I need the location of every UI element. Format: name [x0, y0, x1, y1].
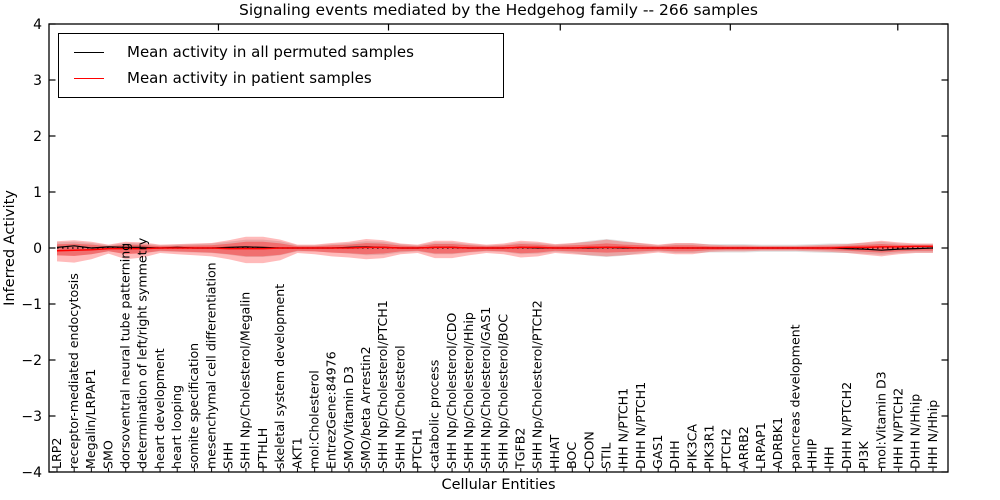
- legend: Mean activity in all permuted samples Me…: [58, 33, 504, 98]
- x-tick-label: pancreas development: [787, 324, 802, 469]
- x-tick-label: DHH: [667, 440, 682, 469]
- x-tick-label: SHH Np/Cholesterol/PTCH1: [375, 300, 390, 469]
- y-axis-label: Inferred Activity: [2, 190, 18, 306]
- x-tick-label: CDON: [581, 431, 596, 469]
- permuted-line-swatch: [74, 51, 104, 53]
- x-tick-label: SHH: [221, 442, 236, 469]
- x-tick-label: PTCH1: [410, 428, 425, 469]
- x-tick-label: DHH N/Hhip: [908, 394, 923, 469]
- patient-line-swatch: [74, 77, 104, 79]
- chart-title: Signaling events mediated by the Hedgeho…: [239, 1, 758, 19]
- x-tick-label: heart development: [152, 348, 167, 469]
- legend-label: Mean activity in all permuted samples: [127, 43, 414, 61]
- x-tick-label: SHH Np/Cholesterol/BOC: [495, 314, 510, 469]
- x-tick-label: AKT1: [289, 437, 304, 469]
- x-tick-label: SMO/Vitamin D3: [341, 366, 356, 469]
- x-tick-label: SHH Np/Cholesterol/Hhip: [461, 312, 476, 469]
- x-tick-label: LRP2: [49, 438, 64, 469]
- x-tick-label: PIK3CA: [684, 424, 699, 469]
- patient-std-band-core: [57, 241, 933, 257]
- y-tick-label: −2: [21, 353, 42, 369]
- x-tick-label: IHH: [822, 446, 837, 469]
- x-tick-label: somite specification: [186, 343, 201, 469]
- x-tick-label: dorsoventral neural tube patterning: [118, 243, 133, 469]
- x-tick-label: mesenchymal cell differentiation: [203, 262, 218, 469]
- x-tick-label: DHH N/PTCH2: [839, 382, 854, 469]
- x-tick-label: STIL: [598, 443, 613, 469]
- x-tick-label: determination of left/right symmetry: [135, 237, 150, 469]
- x-tick-label: IHH N/PTCH2: [890, 388, 905, 469]
- y-tick-label: −1: [21, 297, 42, 313]
- x-tick-label: PTHLH: [255, 428, 270, 469]
- x-tick-label: PI3K: [856, 441, 871, 469]
- x-tick-label: GAS1: [650, 435, 665, 469]
- y-tick-label: 4: [33, 17, 42, 33]
- y-tick-label: 2: [33, 129, 42, 145]
- x-tick-label: ADRBK1: [770, 417, 785, 469]
- x-tick-label: PTCH2: [719, 428, 734, 469]
- y-tick-label: 0: [33, 241, 42, 257]
- x-tick-label: TGFB2: [513, 428, 528, 470]
- x-tick-label: skeletal system development: [272, 284, 287, 469]
- patient-mean-line: [56, 245, 933, 252]
- patient-std-band: [57, 236, 933, 264]
- x-tick-label: SMO/beta Arrestin2: [358, 346, 373, 469]
- x-tick-label: SHH Np/Cholesterol: [392, 345, 407, 469]
- x-tick-label: DHH N/PTCH1: [633, 382, 648, 469]
- x-tick-label: ARRB2: [736, 426, 751, 469]
- x-tick-label: mol:Cholesterol: [306, 370, 321, 469]
- x-tick-label: Megalin/LRPAP1: [83, 369, 98, 469]
- x-tick-label: IHH N/PTCH1: [616, 388, 631, 469]
- legend-entry-permuted: Mean activity in all permuted samples: [59, 39, 503, 65]
- y-tick-label: −3: [21, 409, 42, 425]
- y-tick-label: 3: [33, 73, 42, 89]
- x-tick-label: HHIP: [805, 438, 820, 469]
- legend-label: Mean activity in patient samples: [127, 69, 372, 87]
- x-tick-label: SHH Np/Cholesterol/Megalin: [238, 292, 253, 469]
- x-tick-label: LRPAP1: [753, 422, 768, 469]
- x-tick-label: EntrezGene:84976: [324, 351, 339, 469]
- x-tick-label: HHAT: [547, 434, 562, 469]
- x-axis-label: Cellular Entities: [441, 477, 556, 493]
- x-tick-label: SMO: [100, 440, 115, 469]
- x-tick-label: SHH Np/Cholesterol/PTCH2: [530, 300, 545, 469]
- x-tick-label: receptor-mediated endocytosis: [66, 273, 81, 469]
- x-tick-label: SHH Np/Cholesterol/GAS1: [478, 307, 493, 469]
- x-tick-label: BOC: [564, 442, 579, 469]
- y-tick-label: −4: [21, 465, 42, 481]
- y-tick-label: 1: [33, 185, 42, 201]
- x-tick-label: SHH Np/Cholesterol/CDO: [444, 313, 459, 469]
- x-tick-label: catabolic process: [427, 360, 442, 469]
- x-tick-label: heart looping: [169, 385, 184, 469]
- x-tick-label: IHH N/Hhip: [925, 400, 940, 469]
- x-tick-label: mol:Vitamin D3: [873, 371, 888, 469]
- x-tick-label: PIK3R1: [702, 425, 717, 469]
- legend-entry-patient: Mean activity in patient samples: [59, 65, 503, 91]
